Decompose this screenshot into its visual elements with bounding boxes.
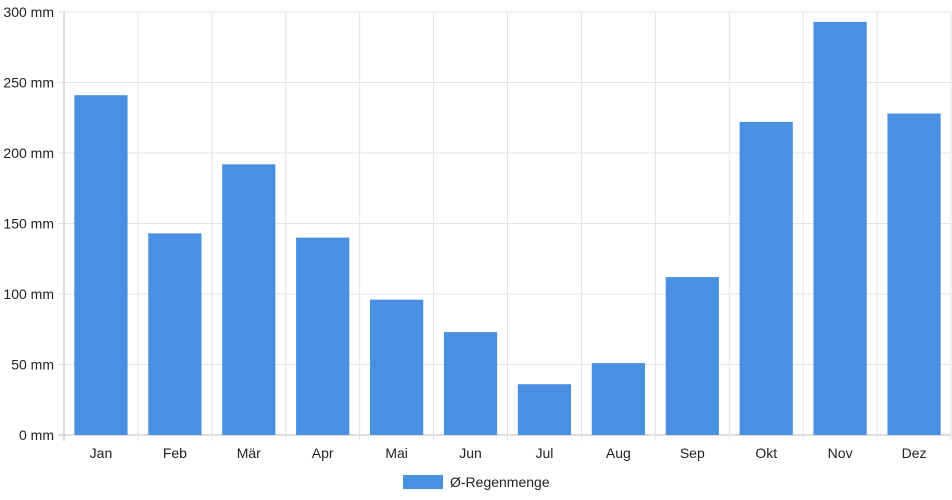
- bar-jul[interactable]: [517, 384, 572, 435]
- bar-jun[interactable]: [443, 332, 498, 435]
- bar-feb[interactable]: [148, 233, 202, 435]
- bar-apr[interactable]: [296, 237, 350, 435]
- x-tick-label: Okt: [755, 445, 777, 461]
- y-tick-label: 100 mm: [3, 286, 54, 302]
- y-tick-label: 0 mm: [19, 427, 54, 443]
- y-tick-label: 50 mm: [11, 357, 54, 373]
- x-tick-label: Dez: [902, 445, 927, 461]
- bar-sep[interactable]: [665, 277, 719, 435]
- y-tick-label: 250 mm: [3, 75, 54, 91]
- y-tick-label: 200 mm: [3, 145, 54, 161]
- legend-swatch[interactable]: [403, 475, 443, 489]
- x-tick-label: Jan: [90, 445, 113, 461]
- y-tick-label: 150 mm: [3, 216, 54, 232]
- x-tick-label: Mär: [237, 445, 261, 461]
- x-tick-label: Feb: [163, 445, 187, 461]
- x-tick-label: Aug: [606, 445, 631, 461]
- bar-aug[interactable]: [591, 363, 645, 435]
- y-tick-label: 300 mm: [3, 4, 54, 20]
- bar-layer: [74, 21, 941, 436]
- x-tick-label: Apr: [312, 445, 334, 461]
- bar-dez[interactable]: [887, 113, 941, 436]
- x-tick-label: Jun: [459, 445, 482, 461]
- grid-layer: [58, 11, 952, 441]
- x-tick-label: Nov: [828, 445, 853, 461]
- bar-jan[interactable]: [74, 95, 128, 435]
- bar-mai[interactable]: [370, 299, 424, 435]
- bar-mär[interactable]: [222, 164, 276, 435]
- x-tick-label: Jul: [536, 445, 554, 461]
- bar-okt[interactable]: [739, 121, 793, 435]
- x-tick-label: Sep: [680, 445, 705, 461]
- axis-layer: 0 mm 50 mm 100 mm 150 mm 200 mm 250 mm 300 mm J…: [3, 4, 926, 461]
- legend[interactable]: Ø-Regenmenge: [403, 474, 550, 490]
- bar-nov[interactable]: [813, 21, 867, 436]
- x-tick-label: Mai: [385, 445, 408, 461]
- legend-label[interactable]: Ø-Regenmenge: [450, 474, 550, 490]
